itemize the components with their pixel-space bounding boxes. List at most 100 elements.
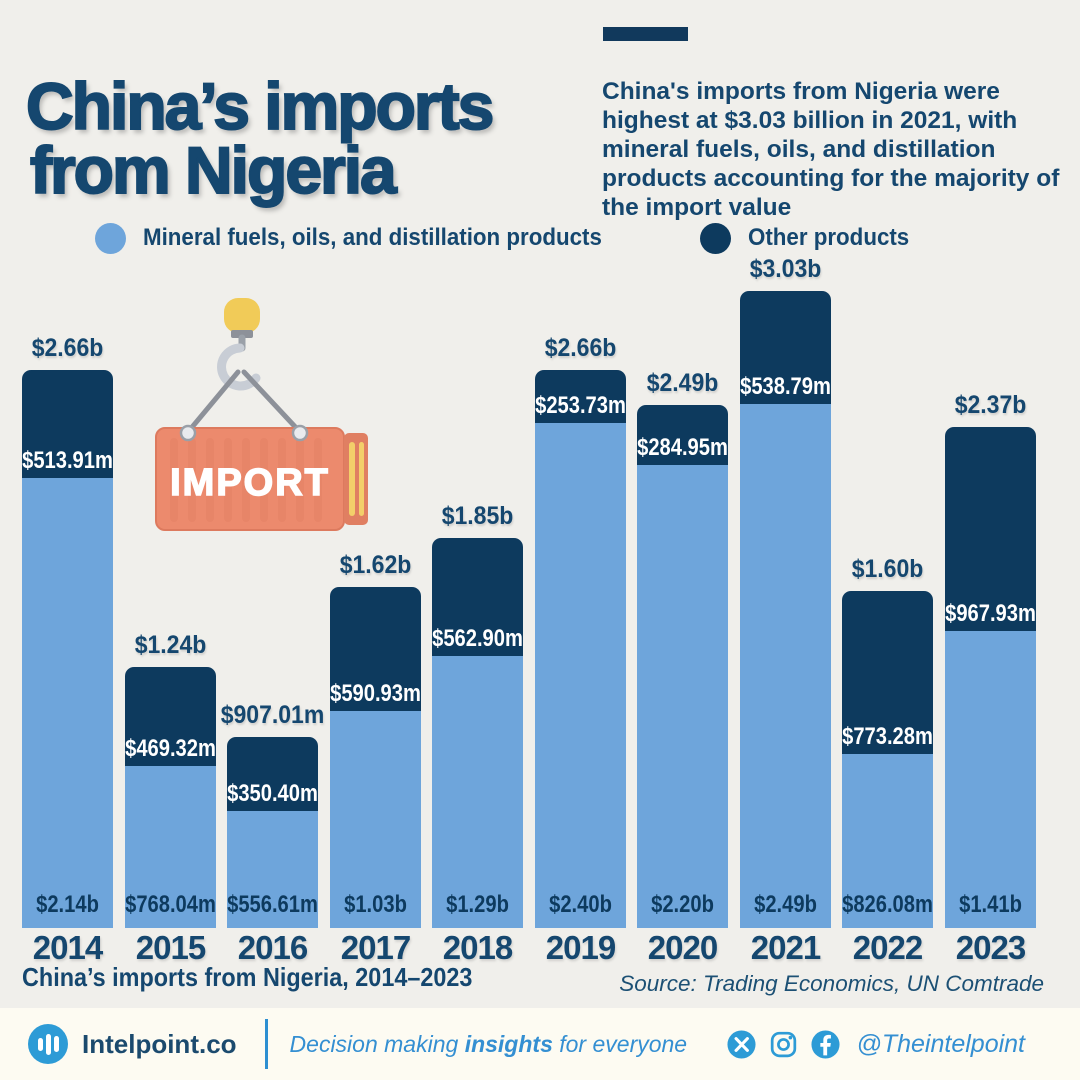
bar-column-2023: $2.37b $967.93m $1.41b 2023 — [945, 391, 1036, 966]
other-products-value-label: $590.93m — [330, 680, 421, 707]
total-value-label: $2.66b — [544, 334, 617, 362]
crane-knob-icon — [224, 298, 260, 333]
bar-column-2015: $1.24b $469.32m $768.04m 2015 — [125, 631, 216, 966]
other-products-value-label: $469.32m — [125, 735, 216, 762]
total-value-label: $1.60b — [851, 555, 924, 583]
other-products-value-label: $967.93m — [945, 600, 1036, 627]
segment-mineral-fuels: $826.08m — [842, 754, 933, 928]
tagline-bold: insights — [464, 1030, 553, 1057]
mineral-fuels-value-label: $2.14b — [36, 891, 99, 918]
legend-label-other-products: Other products — [748, 224, 910, 251]
headline-accent-bar — [603, 27, 688, 41]
total-value-label: $2.37b — [954, 391, 1027, 419]
other-products-value-label: $562.90m — [432, 625, 523, 652]
segment-mineral-fuels: $2.20b — [637, 465, 728, 928]
year-label-2022: 2022 — [852, 929, 923, 966]
import-text-label: IMPORT — [170, 462, 330, 504]
cable-right-icon — [241, 369, 303, 435]
tagline-pre: Decision making — [289, 1030, 465, 1057]
page-title-line1: China’s imports — [25, 69, 495, 144]
mineral-fuels-value-label: $2.20b — [651, 891, 714, 918]
segment-mineral-fuels: $768.04m — [125, 766, 216, 928]
year-label-2019: 2019 — [545, 929, 616, 966]
mineral-fuels-value-label: $2.49b — [754, 891, 817, 918]
year-label-2018: 2018 — [442, 929, 513, 966]
bar-column-2018: $1.85b $562.90m $1.29b 2018 — [432, 502, 523, 966]
segment-other-products: $253.73m — [535, 370, 626, 423]
source-text: Source: Trading Economics, UN Comtrade — [619, 971, 1044, 996]
total-value-label: $3.03b — [749, 255, 822, 283]
facebook-icon[interactable] — [811, 1029, 841, 1059]
subtitle-paragraph: China's imports from Nigeria were highes… — [602, 77, 1060, 221]
other-products-value-label: $773.28m — [842, 723, 933, 750]
social-links: @Theintelpoint — [727, 1030, 1025, 1059]
page-title-line2: from Nigeria — [29, 133, 398, 208]
segment-other-products: $513.91m — [22, 370, 113, 478]
bar-column-2022: $1.60b $773.28m $826.08m 2022 — [842, 555, 933, 966]
bar-column-2019: $2.66b $253.73m $2.40b 2019 — [535, 334, 626, 966]
total-value-label: $1.62b — [339, 551, 412, 579]
footer-divider — [264, 1019, 268, 1069]
segment-other-products: $590.93m — [330, 587, 421, 711]
crane-hook-icon — [217, 343, 261, 391]
intelpoint-logo-icon — [28, 1024, 68, 1064]
other-products-value-label: $253.73m — [535, 392, 626, 419]
total-value-label: $1.85b — [441, 502, 514, 530]
total-value-label: $2.49b — [646, 369, 719, 397]
total-value-label: $2.66b — [31, 334, 104, 362]
mineral-fuels-value-label: $1.29b — [446, 891, 509, 918]
total-value-label: $1.24b — [134, 631, 207, 659]
chart-caption: China’s imports from Nigeria, 2014–2023 — [22, 962, 473, 992]
cable-left-icon — [185, 369, 241, 435]
legend-item-mineral-fuels: Mineral fuels, oils, and distillation pr… — [95, 222, 636, 254]
segment-other-products: $284.95m — [637, 405, 728, 465]
other-products-value-label: $284.95m — [637, 434, 728, 461]
other-products-value-label: $513.91m — [22, 447, 113, 474]
mineral-fuels-value-label: $556.61m — [227, 891, 318, 918]
bar-column-2020: $2.49b $284.95m $2.20b 2020 — [637, 369, 728, 966]
segment-other-products: $967.93m — [945, 427, 1036, 631]
year-label-2016: 2016 — [237, 929, 308, 966]
import-crane-illustration: IMPORT — [155, 298, 368, 531]
segment-other-products: $562.90m — [432, 538, 523, 656]
mineral-fuels-value-label: $768.04m — [125, 891, 216, 918]
legend-swatch-other-products-icon — [700, 222, 731, 254]
year-label-2020: 2020 — [647, 929, 718, 966]
segment-mineral-fuels: $1.29b — [432, 656, 523, 928]
year-label-2015: 2015 — [135, 929, 206, 966]
instagram-icon[interactable] — [769, 1030, 798, 1059]
segment-other-products: $538.79m — [740, 291, 831, 404]
segment-mineral-fuels: $2.40b — [535, 423, 626, 928]
legend-swatch-mineral-fuels-icon — [95, 222, 126, 254]
legend-item-other-products: Other products — [700, 222, 921, 254]
tagline-post: for everyone — [552, 1030, 688, 1057]
segment-mineral-fuels: $2.14b — [22, 478, 113, 928]
segment-other-products: $350.40m — [227, 737, 318, 811]
year-label-2017: 2017 — [340, 929, 411, 966]
page-title: China’s imports from Nigeria — [25, 69, 495, 208]
mineral-fuels-value-label: $826.08m — [842, 891, 933, 918]
segment-mineral-fuels: $1.03b — [330, 711, 421, 928]
social-handle[interactable]: @Theintelpoint — [856, 1029, 1025, 1058]
segment-other-products: $773.28m — [842, 591, 933, 754]
x-twitter-icon[interactable] — [727, 1029, 757, 1059]
bar-column-2014: $2.66b $513.91m $2.14b 2014 — [22, 334, 113, 966]
total-value-label: $907.01m — [220, 701, 325, 729]
legend-label-mineral-fuels: Mineral fuels, oils, and distillation pr… — [143, 224, 602, 251]
other-products-value-label: $350.40m — [227, 780, 318, 807]
mineral-fuels-value-label: $1.41b — [959, 891, 1022, 918]
year-label-2021: 2021 — [750, 929, 821, 966]
bar-column-2021: $3.03b $538.79m $2.49b 2021 — [740, 255, 831, 966]
year-label-2023: 2023 — [955, 929, 1026, 966]
mineral-fuels-value-label: $2.40b — [549, 891, 612, 918]
segment-other-products: $469.32m — [125, 667, 216, 766]
year-label-2014: 2014 — [32, 929, 103, 966]
brand-name: Intelpoint.co — [82, 1028, 237, 1059]
segment-mineral-fuels: $1.41b — [945, 631, 1036, 928]
footer-bar: Intelpoint.co Decision making insights f… — [0, 1008, 1080, 1080]
mineral-fuels-value-label: $1.03b — [344, 891, 407, 918]
other-products-value-label: $538.79m — [740, 373, 831, 400]
segment-mineral-fuels: $2.49b — [740, 404, 831, 928]
footer-tagline: Decision making insights for everyone — [290, 1031, 688, 1058]
